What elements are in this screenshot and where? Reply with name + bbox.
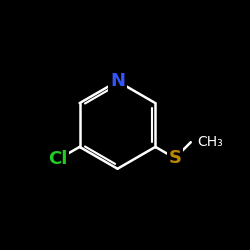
Text: Cl: Cl xyxy=(48,150,68,169)
Text: CH₃: CH₃ xyxy=(197,135,223,149)
Text: N: N xyxy=(110,72,125,90)
Text: S: S xyxy=(168,149,181,167)
